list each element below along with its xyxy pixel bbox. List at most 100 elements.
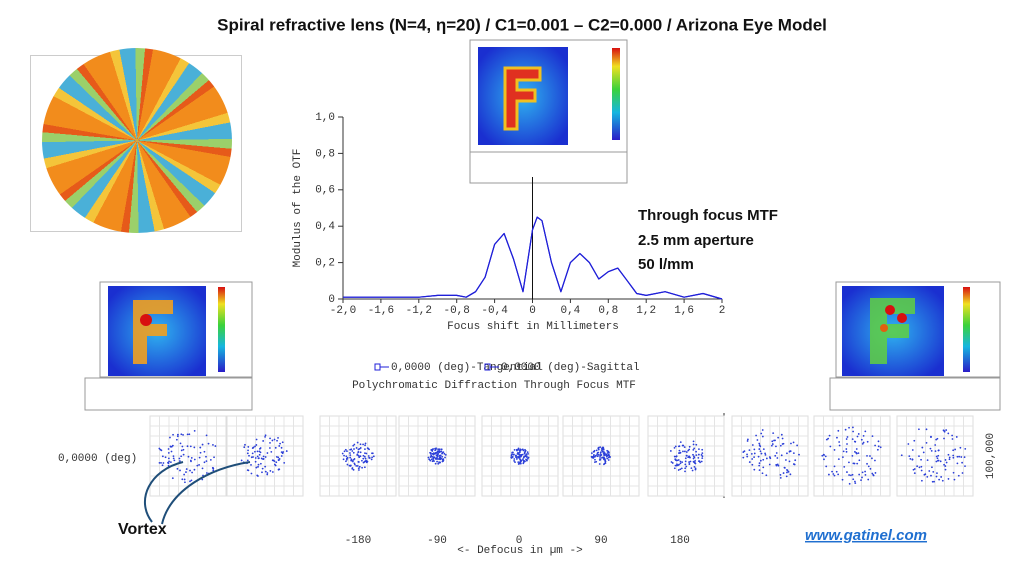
spot-dot (438, 450, 441, 453)
spot-dot (349, 456, 352, 459)
spot-dot (278, 458, 281, 460)
spot-dot (848, 461, 850, 464)
spot-dot (846, 471, 848, 473)
spot-dot (205, 460, 208, 463)
spot-dot (261, 467, 264, 470)
spot-dot (169, 445, 172, 448)
spot-dot (945, 429, 948, 431)
image-analysis-left (84, 281, 253, 411)
spot-dot (746, 440, 749, 442)
spot-dot (943, 463, 945, 466)
spot-dot (341, 452, 344, 455)
x-tick-label: 1,6 (674, 305, 694, 317)
spot-dot (271, 439, 274, 442)
spot-dot (428, 458, 431, 461)
spot-dot (825, 438, 828, 441)
spot-dot (764, 453, 767, 456)
spot-dot (701, 452, 704, 455)
spot-dot (936, 457, 939, 460)
spot-dot (864, 470, 866, 473)
chart-title: Polychromatic Diffraction Through Focus … (352, 380, 636, 392)
spot-dot (937, 449, 940, 452)
spot-dot (777, 464, 780, 467)
spot-dot (440, 448, 443, 451)
spot-dot (925, 428, 928, 431)
spot-dot (775, 452, 778, 454)
spot-dot (203, 450, 206, 453)
spot-dot (525, 453, 528, 456)
spot-dot (674, 445, 677, 448)
spot-dot (196, 464, 199, 467)
spot-dot (186, 445, 189, 448)
spot-dot (679, 441, 682, 444)
spot-dot (214, 445, 217, 447)
spot-dot (358, 469, 360, 471)
spot-dot (363, 466, 366, 469)
spot-dot (248, 454, 250, 457)
spot-dot (758, 464, 761, 467)
spot-dot (367, 455, 370, 457)
legend-label: 0,0000 (deg)-Sagittal (501, 362, 640, 374)
spot-dot (352, 458, 355, 461)
y-tick-label: 0,2 (315, 258, 335, 270)
spot-dot (926, 459, 929, 462)
spot-dot (355, 447, 358, 449)
spot-dot (841, 478, 844, 481)
spot-dot (270, 450, 273, 453)
spot-dot (762, 448, 765, 451)
spot-dot (954, 448, 957, 451)
spot-dot (363, 461, 366, 463)
spot-dot (444, 456, 446, 459)
spot-dot (758, 448, 761, 450)
spot-dot (259, 451, 262, 454)
spot-dot (874, 444, 877, 447)
spot-dot (685, 451, 688, 453)
spot-dot (429, 459, 432, 462)
spot-dot (938, 478, 941, 481)
spot-dot (867, 478, 870, 481)
spot-dot (518, 455, 521, 458)
spot-dot (250, 456, 253, 459)
spot-dot (596, 455, 599, 458)
spot-dot (776, 457, 779, 459)
spot-dot (269, 470, 272, 472)
spot-dot (519, 448, 522, 451)
spot-dot (953, 478, 956, 481)
spot-dot (939, 460, 942, 463)
spot-dot (780, 454, 783, 457)
spot-dot (926, 475, 929, 478)
spot-dot (756, 439, 759, 441)
spot-dot (256, 455, 259, 458)
spot-dot (771, 440, 774, 443)
spot-dot (255, 438, 258, 441)
spot-dot (264, 434, 267, 437)
spot-dot (948, 458, 951, 461)
spot-dot (520, 453, 522, 456)
spot-dot (918, 428, 920, 431)
spot-dot (867, 465, 870, 468)
spot-dot (246, 452, 249, 455)
spot-dot (837, 429, 840, 432)
spot-dot (796, 444, 799, 447)
spot-dot (761, 472, 764, 475)
spot-dot (430, 458, 433, 461)
footer-link[interactable]: www.gatinel.com (805, 527, 927, 544)
spot-dot (180, 449, 183, 452)
spot-dot (790, 442, 792, 445)
spot-dot (169, 436, 171, 439)
spot-dot (753, 456, 755, 459)
spot-dot (909, 457, 912, 460)
spot-dot (513, 458, 516, 460)
spot-dot (684, 463, 687, 466)
spot-dot (775, 445, 777, 448)
spot-dot (606, 452, 609, 454)
spot-dot (185, 471, 187, 473)
spot-dot (856, 435, 859, 438)
spot-dot (593, 449, 596, 452)
spot-dot (961, 461, 964, 464)
spot-dot (271, 471, 274, 473)
spot-dot (250, 464, 252, 466)
spot-dot (871, 457, 873, 460)
spot-dot (835, 470, 838, 473)
